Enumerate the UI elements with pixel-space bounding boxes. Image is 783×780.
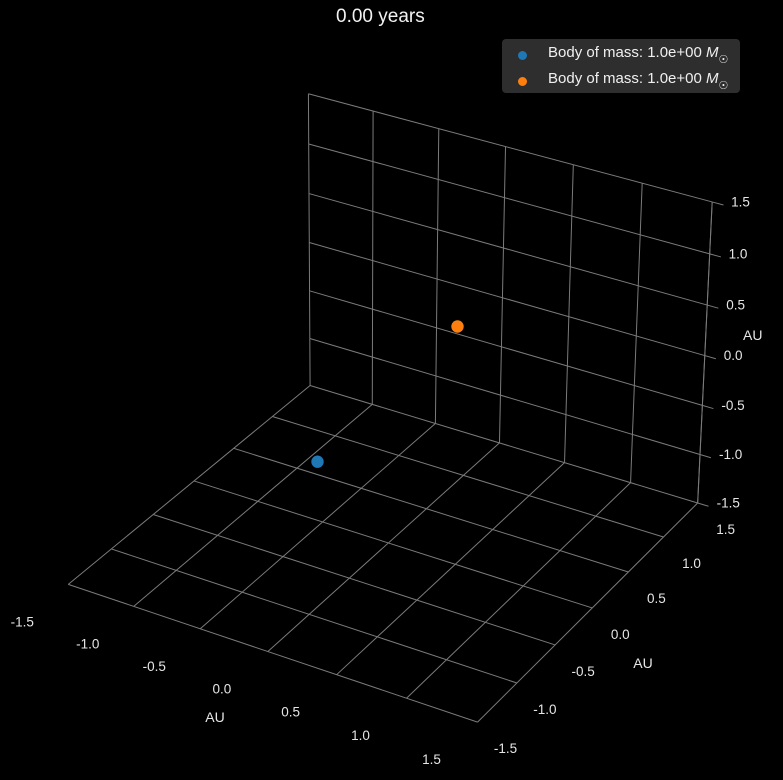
- svg-text:-1.5: -1.5: [11, 614, 34, 629]
- svg-text:0.0: 0.0: [212, 682, 231, 697]
- svg-text:1.0: 1.0: [729, 246, 748, 261]
- svg-text:AU: AU: [633, 655, 652, 671]
- svg-text:AU: AU: [743, 327, 762, 343]
- svg-text:-1.5: -1.5: [717, 496, 740, 511]
- svg-text:1.5: 1.5: [716, 522, 735, 537]
- svg-text:-1.0: -1.0: [76, 636, 99, 651]
- svg-text:-0.5: -0.5: [143, 659, 166, 674]
- svg-text:0.5: 0.5: [281, 705, 300, 720]
- svg-text:1.0: 1.0: [351, 728, 370, 743]
- svg-text:-1.0: -1.0: [719, 447, 742, 462]
- svg-text:1.0: 1.0: [682, 556, 701, 571]
- svg-text:1.5: 1.5: [731, 195, 750, 210]
- svg-text:0.0: 0.0: [724, 348, 743, 363]
- svg-text:0.5: 0.5: [726, 298, 745, 313]
- svg-text:AU: AU: [205, 709, 224, 725]
- svg-text:1.5: 1.5: [422, 752, 441, 767]
- svg-text:0.0: 0.0: [611, 627, 630, 642]
- svg-text:-1.5: -1.5: [494, 741, 517, 756]
- svg-text:-1.0: -1.0: [533, 702, 556, 717]
- svg-text:0.5: 0.5: [647, 591, 666, 606]
- svg-text:-0.5: -0.5: [721, 398, 744, 413]
- svg-text:-0.5: -0.5: [571, 664, 594, 679]
